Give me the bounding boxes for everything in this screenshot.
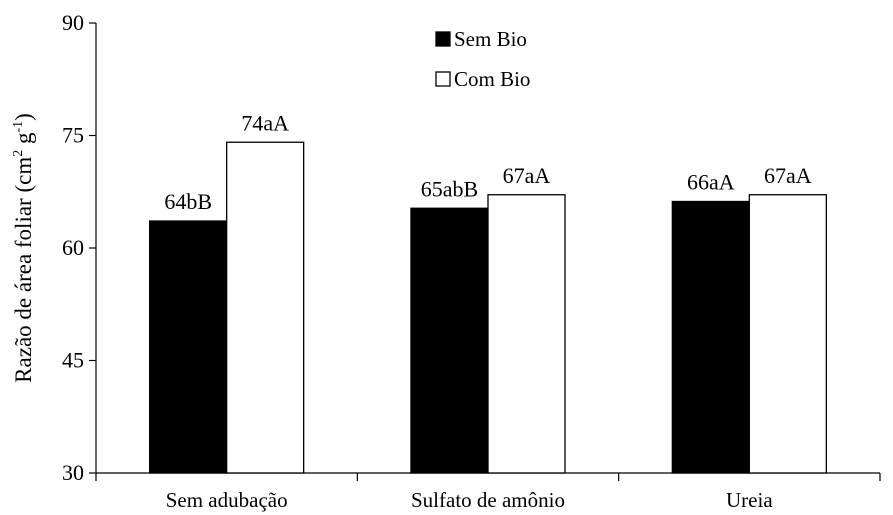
y-tick-label: 90 xyxy=(62,10,84,35)
legend-swatch xyxy=(435,71,451,87)
bar-labels: 64bB 74aA 65abB 67aA 66aA 67aA xyxy=(164,110,811,214)
x-category-label: Sem adubação xyxy=(166,488,288,512)
legend-label: Com Bio xyxy=(454,67,530,91)
bar xyxy=(149,220,228,474)
bar xyxy=(226,141,305,474)
y-axis: 30 45 60 75 90 xyxy=(62,10,97,485)
bar-data-label: 67aA xyxy=(503,163,551,188)
bar xyxy=(671,200,750,474)
bars xyxy=(149,141,827,474)
bar-data-label: 64bB xyxy=(164,189,212,214)
legend: Sem Bio Com Bio xyxy=(435,27,530,91)
y-axis-title: Razão de área foliar (cm2 g-1) xyxy=(11,113,36,383)
y-tick-label: 45 xyxy=(62,348,84,373)
y-tick-label: 60 xyxy=(62,235,84,260)
bar-data-label: 67aA xyxy=(764,163,812,188)
y-tick-label: 75 xyxy=(62,123,84,148)
x-category-label: Ureia xyxy=(726,488,773,512)
bar-data-label: 66aA xyxy=(687,170,735,195)
bar-data-label: 65abB xyxy=(421,176,478,201)
legend-swatch xyxy=(435,31,451,47)
bar xyxy=(748,194,827,474)
bar xyxy=(487,194,566,474)
legend-label: Sem Bio xyxy=(454,27,527,51)
bar xyxy=(410,207,489,474)
x-axis: Sem adubação Sulfato de amônio Ureia xyxy=(95,472,881,512)
x-category-label: Sulfato de amônio xyxy=(411,488,565,512)
bar-data-label: 74aA xyxy=(241,110,289,135)
y-tick-label: 30 xyxy=(62,460,84,485)
